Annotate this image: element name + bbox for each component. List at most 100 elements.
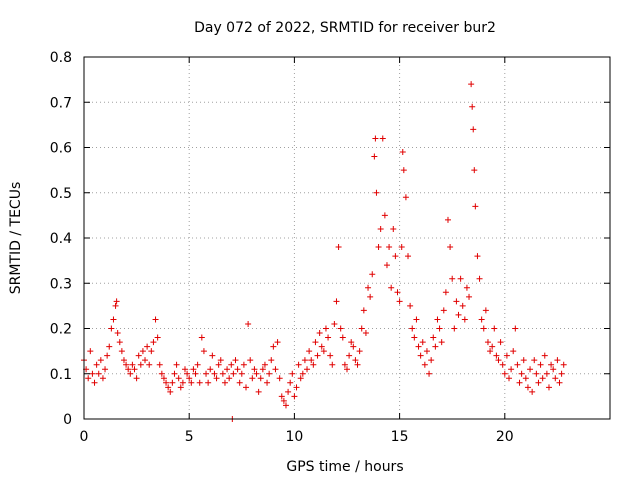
data-point: [299, 370, 306, 377]
data-point: [558, 370, 565, 377]
data-point: [93, 361, 100, 368]
data-point: [506, 375, 513, 382]
data-point: [95, 370, 102, 377]
data-point: [512, 325, 519, 332]
data-point: [365, 284, 372, 291]
data-point: [188, 379, 195, 386]
data-point: [493, 352, 500, 359]
data-point: [297, 375, 304, 382]
data-point: [432, 343, 439, 350]
data-point: [127, 370, 134, 377]
data-point: [217, 357, 224, 364]
data-point: [209, 352, 216, 359]
data-point: [312, 339, 319, 346]
data-point: [327, 352, 334, 359]
data-point: [192, 370, 199, 377]
x-axis-label: GPS time / hours: [286, 459, 403, 475]
data-point: [377, 225, 384, 232]
data-point: [537, 361, 544, 368]
y-tick-label: 0.6: [50, 141, 72, 157]
data-point: [112, 302, 119, 309]
data-point: [266, 370, 273, 377]
x-tick-label: 15: [391, 429, 409, 445]
data-point: [152, 316, 159, 323]
y-tick-label: 0.2: [50, 322, 72, 338]
data-point: [320, 348, 327, 355]
data-point: [518, 370, 525, 377]
y-tick-label: 0.5: [50, 186, 72, 202]
data-point: [238, 370, 245, 377]
data-point: [362, 330, 369, 337]
data-point: [228, 361, 235, 368]
data-point: [224, 366, 231, 373]
data-point: [482, 307, 489, 314]
data-point: [531, 357, 538, 364]
data-point: [508, 366, 515, 373]
data-point: [236, 379, 243, 386]
data-point: [85, 375, 92, 382]
data-point: [539, 375, 546, 382]
data-point: [348, 339, 355, 346]
data-point: [113, 298, 120, 305]
data-point: [379, 135, 386, 142]
data-point: [369, 271, 376, 278]
data-point: [274, 339, 281, 346]
data-point: [257, 375, 264, 382]
data-point: [417, 352, 424, 359]
data-point: [276, 375, 283, 382]
data-point: [99, 375, 106, 382]
y-tick-label: 0: [63, 412, 72, 428]
data-point: [270, 343, 277, 350]
data-point: [421, 361, 428, 368]
data-point: [230, 370, 237, 377]
data-point: [405, 253, 412, 260]
data-point: [489, 343, 496, 350]
data-point: [335, 244, 342, 251]
data-point: [329, 361, 336, 368]
data-point: [495, 357, 502, 364]
data-point: [354, 361, 361, 368]
data-point: [499, 361, 506, 368]
data-point: [390, 225, 397, 232]
data-point: [474, 253, 481, 260]
data-point: [259, 366, 266, 373]
data-point: [139, 348, 146, 355]
data-point: [471, 167, 478, 174]
data-point: [333, 298, 340, 305]
data-point: [497, 339, 504, 346]
data-point: [213, 375, 220, 382]
data-point: [484, 339, 491, 346]
data-point: [289, 370, 296, 377]
data-point: [487, 348, 494, 355]
data-point: [272, 366, 279, 373]
data-point: [87, 348, 94, 355]
data-point: [409, 325, 416, 332]
data-point: [91, 379, 98, 386]
data-point: [524, 384, 531, 391]
data-point: [106, 343, 113, 350]
data-point: [253, 370, 260, 377]
data-point: [341, 361, 348, 368]
data-point: [514, 361, 521, 368]
data-point: [165, 384, 172, 391]
data-point: [400, 167, 407, 174]
data-point: [367, 293, 374, 300]
data-point: [118, 348, 125, 355]
data-point: [529, 388, 536, 395]
y-tick-label: 0.8: [50, 50, 72, 66]
data-point: [89, 370, 96, 377]
data-point: [247, 357, 254, 364]
data-point: [146, 361, 153, 368]
data-point: [268, 357, 275, 364]
data-point: [476, 275, 483, 282]
data-point: [516, 379, 523, 386]
data-point: [97, 357, 104, 364]
data-point: [120, 357, 127, 364]
data-point: [123, 361, 130, 368]
data-point: [469, 103, 476, 110]
data-point: [203, 370, 210, 377]
data-point: [440, 307, 447, 314]
data-point: [295, 361, 302, 368]
data-point: [541, 352, 548, 359]
data-point: [148, 348, 155, 355]
